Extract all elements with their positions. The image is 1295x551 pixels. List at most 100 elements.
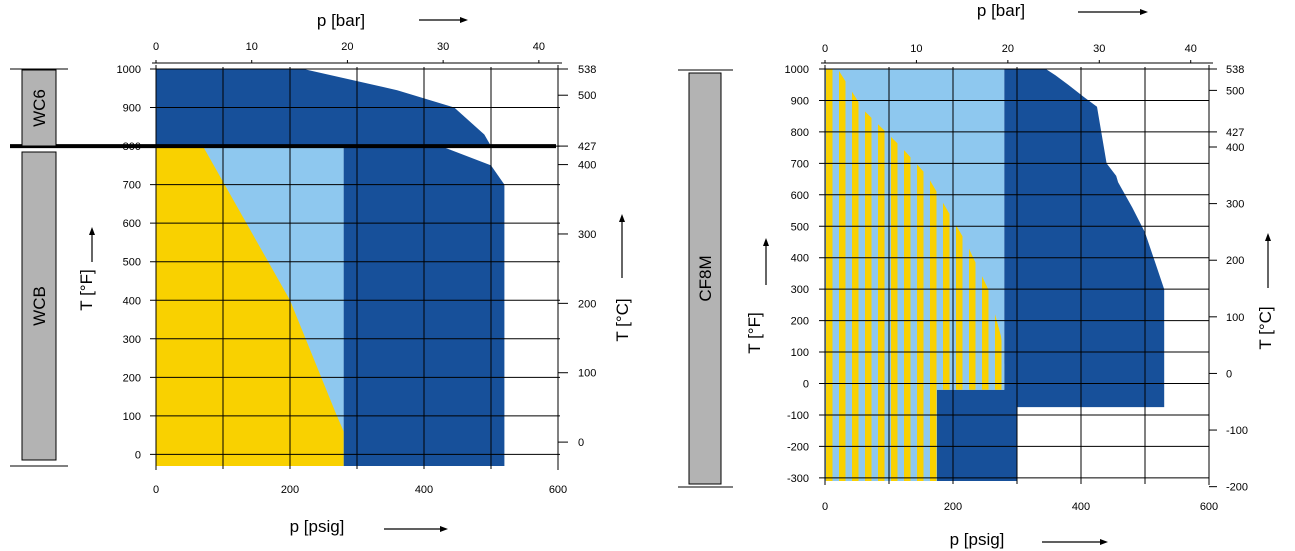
left-axis-tick-label: 1000	[785, 64, 809, 76]
top-axis-arrowhead	[460, 17, 468, 23]
material-bar: CF8M	[678, 69, 733, 488]
right-axis-tick-label: 0	[1226, 368, 1232, 380]
chart-regions	[156, 69, 505, 466]
right-axis-title: T [°C]	[613, 298, 632, 341]
right-axis-tick-label: 100	[578, 368, 596, 380]
chart-regions	[825, 69, 1165, 481]
right-axis: 538 500 427 400 300 200 100 0 -100 -200 T [°C]	[1209, 64, 1275, 494]
bottom-axis-tick-label: 600	[1200, 501, 1218, 513]
right-axis-tick-label: -100	[1226, 425, 1248, 437]
right-axis-tick-label: -200	[1226, 482, 1248, 494]
bottom-axis-tick-label: 0	[153, 484, 159, 496]
material-box-wcb	[21, 151, 57, 461]
bottom-axis-arrowhead	[440, 526, 448, 532]
right-axis-arrowhead	[1265, 233, 1271, 241]
left-axis-tick-label: 0	[803, 379, 809, 391]
left-axis-tick-label: 1000	[117, 64, 141, 76]
material-label-wc6: WC6	[30, 89, 49, 127]
bottom-axis-title: p [psig]	[290, 517, 345, 536]
bottom-axis-tick-label: 400	[415, 484, 433, 496]
left-axis-tick-label: 500	[791, 221, 809, 233]
right-axis-title: T [°C]	[1256, 306, 1275, 349]
top-axis-tick-label: 40	[533, 41, 545, 53]
left-axis-arrowhead	[89, 227, 95, 235]
region-yellow-3	[156, 146, 344, 466]
left-axis-tick-label: -200	[787, 441, 809, 453]
left-axis-tick-label: 200	[123, 372, 141, 384]
top-axis-tick-label: 30	[1093, 43, 1105, 55]
right-axis-tick-label: 200	[1226, 255, 1244, 267]
right-axis: 538 500 427 400 300 200 100 0 T [°C]	[558, 64, 632, 449]
left-axis-arrowhead	[763, 238, 769, 246]
left-axis-tick-label: 700	[791, 158, 809, 170]
left-axis-tick-label: 900	[791, 95, 809, 107]
top-axis-tick-label: 0	[822, 43, 828, 55]
right-axis-tick-label: 0	[578, 437, 584, 449]
left-axis-tick-label: 500	[123, 257, 141, 269]
bottom-axis-tick-label: 200	[944, 501, 962, 513]
right-axis-tick-label: 300	[578, 229, 596, 241]
right-axis-tick-label: 538	[578, 64, 596, 76]
chart-wcb-wc6: 0 10 20 30 40 p [bar] 0 200 400 600 p [psig] 0 100 20…	[10, 11, 632, 536]
material-bar: WC6 WCB	[10, 68, 68, 467]
right-axis-tick-label: 427	[578, 141, 596, 153]
left-axis-tick-label: 400	[791, 253, 809, 265]
left-axis-title: T [°F]	[77, 269, 96, 310]
top-axis-tick-label: 10	[246, 41, 258, 53]
left-axis-tick-label: 900	[123, 103, 141, 115]
right-axis-arrowhead	[619, 214, 625, 222]
left-axis-tick-label: 300	[123, 334, 141, 346]
left-axis-tick-label: 200	[791, 316, 809, 328]
left-axis-tick-label: -100	[787, 410, 809, 422]
left-axis: 01002003004005006007008009001000T [°F]	[77, 64, 141, 461]
material-label-wcb: WCB	[30, 286, 49, 326]
top-axis-tick-label: 10	[910, 43, 922, 55]
chart-grid	[819, 65, 1210, 485]
bottom-axis-tick-label: 600	[549, 484, 567, 496]
left-axis-tick-label: 300	[791, 284, 809, 296]
top-axis-tick-label: 20	[341, 41, 353, 53]
right-axis-tick-label: 538	[1226, 64, 1244, 76]
right-axis-tick-label: 500	[1226, 85, 1244, 97]
bottom-axis-tick-label: 400	[1072, 501, 1090, 513]
right-axis-tick-label: 400	[578, 160, 596, 172]
right-axis-tick-label: 400	[1226, 142, 1244, 154]
top-axis-tick-label: 40	[1185, 43, 1197, 55]
top-axis-tick-label: 30	[437, 41, 449, 53]
left-axis: 10009008007006005004003002001000-100-200…	[745, 64, 809, 485]
top-axis-tick-label: 20	[1002, 43, 1014, 55]
bottom-axis-arrowhead	[1100, 539, 1108, 545]
chart-grid	[150, 65, 560, 470]
right-axis-tick-label: 200	[578, 298, 596, 310]
bottom-axis: 0 200 400 600 p [psig]	[822, 501, 1218, 549]
bottom-axis: 0 200 400 600 p [psig]	[153, 484, 567, 536]
top-axis-tick-label: 0	[153, 41, 159, 53]
top-axis-arrowhead	[1140, 9, 1148, 15]
bottom-axis-tick-label: 0	[822, 501, 828, 513]
right-axis-tick-label: 427	[1226, 127, 1244, 139]
material-box-cf8m	[688, 72, 722, 485]
material-label-cf8m: CF8M	[696, 255, 715, 301]
material-box-wc6	[21, 69, 57, 147]
left-axis-tick-label: 400	[123, 295, 141, 307]
left-axis-tick-label: 100	[123, 411, 141, 423]
region-dark-blue-1	[937, 389, 1017, 481]
left-axis-tick-label: 700	[123, 180, 141, 192]
region-dark-blue-0	[1004, 69, 1165, 408]
left-axis-title: T [°F]	[745, 312, 764, 353]
left-axis-tick-label: 0	[135, 449, 141, 461]
top-axis-title: p [bar]	[977, 1, 1025, 20]
left-axis-tick-label: 600	[791, 190, 809, 202]
top-axis: 0 10 20 30 40 p [bar]	[821, 1, 1213, 64]
bottom-axis-tick-label: 200	[281, 484, 299, 496]
region-yellow-3	[825, 69, 1005, 481]
right-axis-tick-label: 500	[578, 90, 596, 102]
bottom-axis-title: p [psig]	[950, 530, 1005, 549]
left-axis-tick-label: 100	[791, 347, 809, 359]
left-axis-tick-label: 800	[791, 127, 809, 139]
left-axis-tick-label: 600	[123, 218, 141, 230]
top-axis-title: p [bar]	[317, 11, 365, 30]
right-axis-tick-label: 100	[1226, 312, 1244, 324]
